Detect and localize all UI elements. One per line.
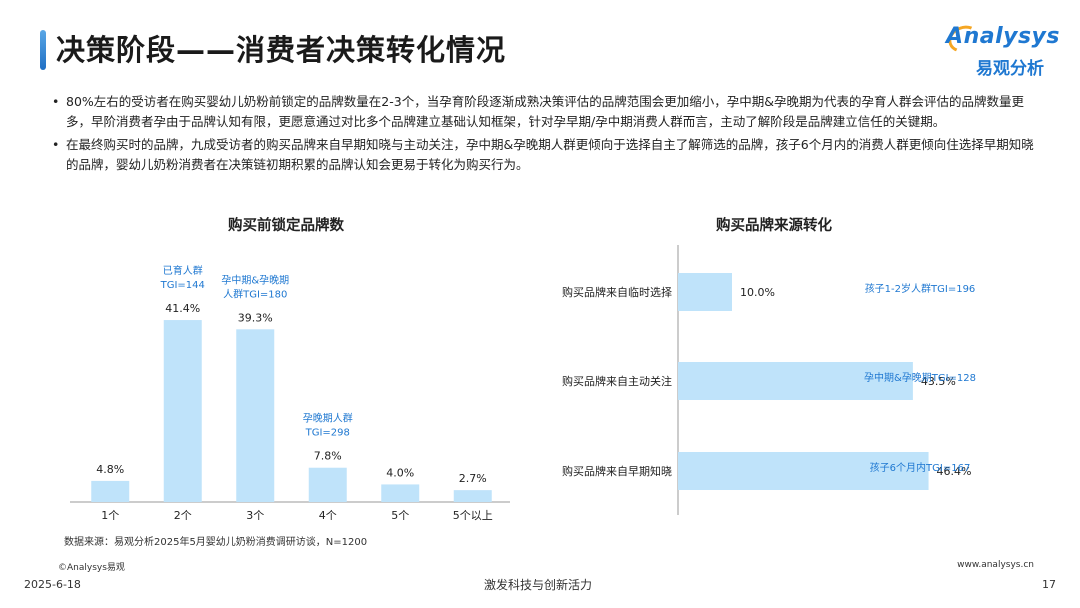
page-title: 决策阶段——消费者决策转化情况 xyxy=(56,33,507,67)
bar xyxy=(381,484,420,502)
value-label: 4.8% xyxy=(96,463,124,476)
value-label: 2.7% xyxy=(459,472,487,485)
bar xyxy=(678,452,929,490)
tgi-annotation: 孕中期&孕晚期TGI=128 xyxy=(864,371,976,384)
tgi-annotation: 孕中期&孕晚期 xyxy=(221,273,289,286)
bar xyxy=(453,490,492,502)
bar xyxy=(678,362,913,400)
chart-title-brand-count: 购买前锁定品牌数 xyxy=(228,218,344,234)
analysys-logo: Analysys 易观分析 xyxy=(940,21,1060,80)
bar xyxy=(236,329,275,502)
value-label: 4.0% xyxy=(386,466,414,479)
x-tick-label: 2个 xyxy=(174,509,192,522)
page-number: 17 xyxy=(1042,578,1056,591)
tgi-annotation: 已育人群 xyxy=(163,264,203,277)
copyright: ©Analysys易观 xyxy=(58,563,125,573)
tgi-annotation: TGI=298 xyxy=(305,428,350,439)
summary-bullets: 80%左右的受访者在购买婴幼儿奶粉前锁定的品牌数量在2-3个，当孕育阶段逐渐成熟… xyxy=(52,92,1037,178)
value-label: 10.0% xyxy=(740,286,775,299)
y-tick-label: 购买品牌来自早期知晓 xyxy=(562,464,672,478)
tgi-annotation: TGI=144 xyxy=(160,280,205,291)
tgi-annotation: 人群TGI=180 xyxy=(223,287,287,300)
data-source: 数据来源：易观分析2025年5月婴幼儿奶粉消费调研访谈，N=1200 xyxy=(64,537,368,548)
x-tick-label: 4个 xyxy=(319,509,337,522)
website: www.analysys.cn xyxy=(957,560,1034,570)
bullet-item: 80%左右的受访者在购买婴幼儿奶粉前锁定的品牌数量在2-3个，当孕育阶段逐渐成熟… xyxy=(52,92,1037,132)
tgi-annotation: 孩子1-2岁人群TGI=196 xyxy=(865,282,976,295)
bar xyxy=(678,273,732,311)
tgi-annotation: 孕晚期人群 xyxy=(303,412,353,425)
value-label: 7.8% xyxy=(314,450,342,463)
title-accent-bar xyxy=(40,30,46,70)
y-tick-label: 购买品牌来自主动关注 xyxy=(562,374,672,388)
logo-text-cn: 易观分析 xyxy=(976,59,1044,79)
tgi-annotation: 孩子6个月内TGI=167 xyxy=(870,461,971,474)
value-label: 46.4% xyxy=(937,465,972,478)
y-tick-label: 购买品牌来自临时选择 xyxy=(562,285,672,299)
brand-source-bar-chart: 购买品牌来自临时选择 10.0% 孩子1-2岁人群TGI=196 购买品牌来自主动关注… xyxy=(562,245,976,515)
footer-slogan: 激发科技与创新活力 xyxy=(484,578,593,592)
value-label: 43.5% xyxy=(921,375,956,388)
bar xyxy=(91,480,130,502)
bar xyxy=(163,320,202,502)
bullet-item: 在最终购买时的品牌，九成受访者的购买品牌来自早期知晓与主动关注，孕中期&孕晚期人… xyxy=(52,135,1037,175)
value-label: 41.4% xyxy=(165,302,200,315)
footer-date: 2025-6-18 xyxy=(24,578,81,591)
bar xyxy=(308,467,347,502)
x-tick-label: 5个 xyxy=(391,509,409,522)
chart-title-brand-source: 购买品牌来源转化 xyxy=(716,218,832,234)
value-label: 39.3% xyxy=(238,311,273,324)
x-tick-label: 1个 xyxy=(101,509,119,522)
logo-text-en: Analysys xyxy=(946,24,1060,49)
x-tick-label: 3个 xyxy=(246,509,264,522)
x-tick-label: 5个以上 xyxy=(453,509,493,522)
brand-count-bar-chart: 4.8% 1个 41.4% 2个 已育人群 TGI=144 39.3% 3个 孕中期&孕晚期人群… xyxy=(70,264,510,522)
